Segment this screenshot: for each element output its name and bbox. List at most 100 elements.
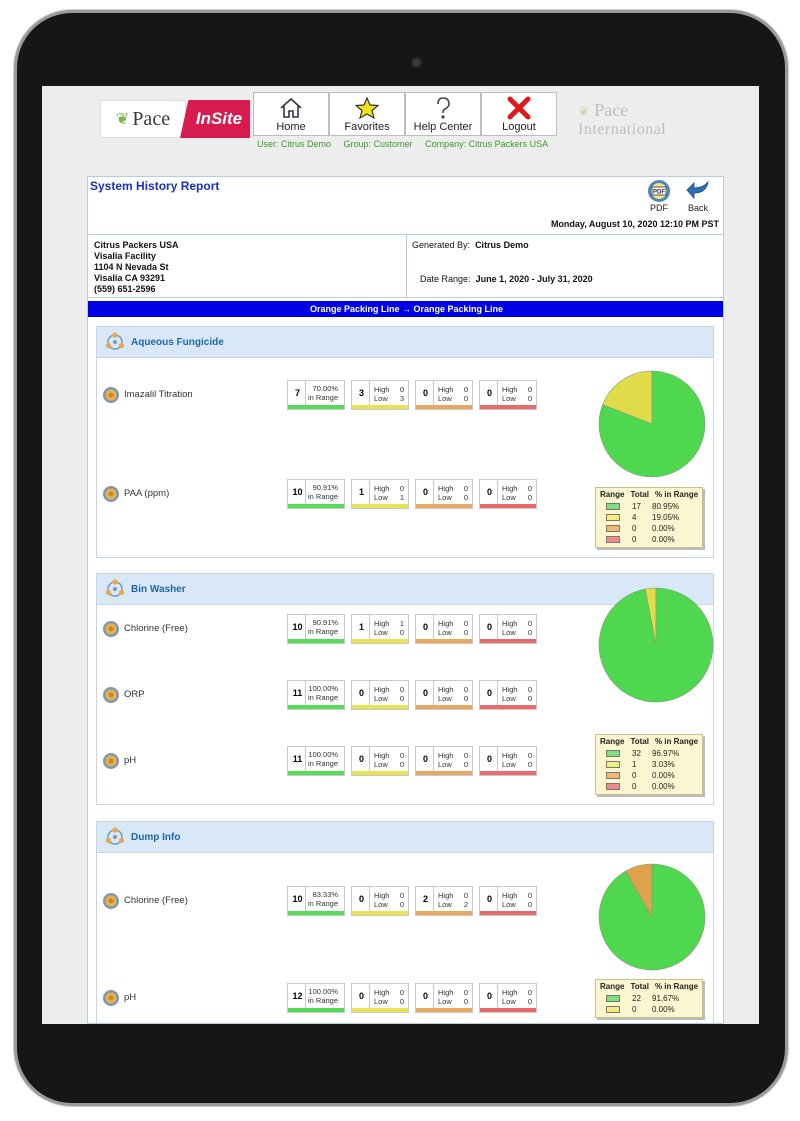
yellow-counter-bar	[352, 504, 408, 508]
gauge-icon	[103, 893, 119, 909]
yellow-counter-total: 0	[354, 681, 370, 705]
low-value: 0	[527, 997, 532, 1006]
yellow-counter-bar	[352, 1008, 408, 1012]
divider	[406, 235, 407, 299]
pie-slice-in-range	[598, 370, 706, 478]
in-range-count: 11	[290, 747, 306, 771]
high-value: 0	[399, 751, 404, 760]
parameter-row[interactable]: Imazalil Titration 7 70.00% in Range 3 High Lo…	[97, 380, 715, 410]
parameter-row[interactable]: ORP 11 100.00% in Range 0 High Low 0 0 0 High Low 0 0…	[97, 680, 715, 710]
low-value: 0	[463, 997, 468, 1006]
orange-counter: 2 High Low 0 2	[415, 886, 473, 916]
percent-value: 83.33%	[312, 890, 339, 899]
parameter-icon-wrap	[102, 989, 120, 1012]
camera	[411, 57, 422, 68]
yellow-counter-total: 1	[354, 480, 370, 504]
legend-percent: 0.00%	[652, 771, 675, 780]
orange-counter-bar	[416, 771, 472, 775]
red-counter: 0 High Low 0 0	[479, 380, 537, 410]
parameter-row[interactable]: Chlorine (Free) 10 90.91% in Range 1 High Low 1…	[97, 614, 715, 644]
high-low-labels: High Low	[438, 891, 454, 909]
in-range-counter: 10 90.91% in Range	[287, 614, 345, 644]
legend-total: 0	[632, 1005, 637, 1014]
yellow-counter: 0 High Low 0 0	[351, 746, 409, 776]
yellow-counter: 0 High Low 0 0	[351, 886, 409, 916]
legend-header: Range Total % in Range	[600, 982, 698, 991]
percent-value: 70.00%	[312, 384, 339, 393]
yellow-counter-bar	[352, 911, 408, 915]
back-label: Back	[687, 203, 708, 213]
high-value: 0	[463, 484, 468, 493]
yellow-counter: 3 High Low 0 3	[351, 380, 409, 410]
parameter-row[interactable]: pH 12 100.00% in Range 0 High Low 0 0 0 High Low 0 0 0…	[97, 983, 715, 1013]
high-low-labels: High Low	[438, 685, 454, 703]
high-low-labels: High Low	[374, 891, 390, 909]
section-header[interactable]: Dump Info	[97, 822, 713, 853]
parameter-icon-wrap	[102, 485, 120, 508]
favorites-button[interactable]: Favorites	[329, 92, 405, 136]
pdf-button[interactable]: PDF PDF	[646, 179, 672, 213]
high-low-labels: High Low	[502, 751, 518, 769]
high-low-labels: High Low	[502, 988, 518, 1006]
low-value: 0	[463, 628, 468, 637]
high-low-labels: High Low	[374, 685, 390, 703]
home-icon	[280, 97, 302, 118]
process-cycle-icon	[105, 579, 125, 597]
high-value: 0	[527, 619, 532, 628]
svg-text:PDF: PDF	[653, 190, 665, 196]
nav-bar: Home Favorites Help Center Logout	[253, 92, 557, 136]
orange-counter: 0 High Low 0 0	[415, 680, 473, 710]
pie-chart	[598, 370, 706, 478]
percent-sub: in Range	[308, 393, 339, 402]
high-value: 0	[463, 385, 468, 394]
section-header[interactable]: Aqueous Fungicide	[97, 327, 713, 358]
green-bar	[288, 911, 344, 915]
parameter-row[interactable]: Chlorine (Free) 10 83.33% in Range 0 High Low 0…	[97, 886, 715, 916]
logout-button[interactable]: Logout	[481, 92, 557, 136]
section-header[interactable]: Bin Washer	[97, 574, 713, 605]
in-range-percent: 90.91% in Range	[308, 483, 338, 501]
in-range-counter: 11 100.00% in Range	[287, 746, 345, 776]
orange-counter-total: 0	[418, 381, 434, 405]
logo-right-line1: Pace	[594, 100, 629, 120]
percent-value: 90.91%	[312, 618, 339, 627]
logo-right-line2: International	[578, 121, 667, 138]
legend-row: 0 0.00%	[600, 523, 698, 534]
pie-legend: Range Total % in Range 17 80.95% 4 19.05% 0 0.00…	[595, 487, 704, 548]
address-line: Visalia Facility	[94, 251, 156, 261]
yellow-counter-total: 0	[354, 984, 370, 1008]
leaf-icon: ❦	[578, 105, 590, 120]
parameter-row[interactable]: PAA (ppm) 10 90.91% in Range 1 High Low 0 1 0 High…	[97, 479, 715, 509]
low-value: 0	[527, 760, 532, 769]
high-value: 0	[463, 988, 468, 997]
report-info: Citrus Packers USA Visalia Facility 1104…	[88, 234, 723, 299]
orange-counter-bar	[416, 405, 472, 409]
back-button[interactable]: Back	[684, 179, 712, 213]
legend-total: 17	[632, 502, 641, 511]
in-range-counter: 10 83.33% in Range	[287, 886, 345, 916]
yellow-counter: 1 High Low 1 0	[351, 614, 409, 644]
parameter-icon-wrap	[102, 386, 120, 409]
home-button[interactable]: Home	[253, 92, 329, 136]
help-center-button[interactable]: Help Center	[405, 92, 481, 136]
legend-swatch	[606, 1006, 620, 1013]
red-counter: 0 High Low 0 0	[479, 479, 537, 509]
yellow-counter-total: 0	[354, 747, 370, 771]
pie-chart	[598, 587, 714, 703]
green-bar	[288, 639, 344, 643]
legend-header-cell: Total	[630, 982, 649, 991]
high-value: 0	[527, 685, 532, 694]
high-value: 0	[463, 619, 468, 628]
back-arrow-icon	[686, 180, 709, 200]
legend-swatch	[606, 783, 620, 790]
parameter-row[interactable]: pH 11 100.00% in Range 0 High Low 0 0 0 High Low 0 0 0…	[97, 746, 715, 776]
yellow-counter: 0 High Low 0 0	[351, 680, 409, 710]
pace-insite-logo[interactable]: ❦ Pace InSite	[100, 100, 250, 138]
legend-header-cell: % in Range	[654, 982, 699, 991]
report-title: System History Report	[90, 179, 220, 193]
